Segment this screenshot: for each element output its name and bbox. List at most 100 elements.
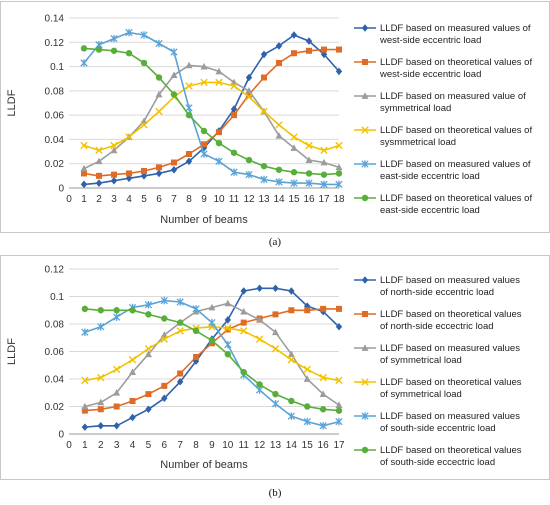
series-line: [84, 326, 340, 382]
data-point: [288, 307, 295, 314]
data-point: [80, 164, 88, 172]
data-point: [256, 284, 263, 293]
data-point: [335, 407, 343, 414]
data-point: [97, 406, 104, 413]
data-point: [256, 316, 264, 323]
legend-marker: [362, 59, 368, 65]
data-point: [303, 365, 311, 374]
x-tick-label: 13: [270, 440, 282, 451]
data-point: [176, 327, 184, 335]
data-point: [305, 170, 313, 177]
legend-marker: [361, 412, 369, 420]
chart-panel-a: 0 0.02 0.04 0.06 0.08 0.1 0.12 0.14 0 1 2 3 4 5 6 7 8 9 10…: [0, 1, 550, 233]
data-point: [290, 31, 298, 39]
x-tick-label: 10: [213, 194, 225, 205]
data-point: [113, 421, 120, 430]
data-point: [319, 406, 327, 413]
data-point: [111, 171, 117, 178]
data-point: [140, 172, 148, 180]
data-point: [125, 133, 133, 141]
data-point: [275, 132, 283, 139]
data-point: [230, 105, 238, 113]
data-point: [200, 78, 208, 87]
data-point: [275, 166, 283, 173]
data-point: [230, 82, 238, 90]
x-tick-label: 2: [96, 194, 102, 205]
data-point: [97, 398, 105, 406]
y-tick-label: 0.04: [45, 135, 65, 146]
data-point: [126, 170, 132, 177]
data-point: [155, 169, 163, 178]
legend-label: of symmetrical load: [380, 355, 462, 366]
legend-marker: [362, 311, 368, 317]
data-point: [305, 179, 313, 187]
x-tick-label: 12: [254, 440, 266, 451]
data-point: [141, 168, 147, 174]
data-point: [113, 403, 120, 410]
data-point: [240, 307, 248, 315]
data-point: [193, 354, 200, 360]
x-tick-label: 14: [286, 440, 298, 451]
data-point: [170, 71, 178, 78]
series-4: [81, 323, 343, 385]
x-tick-label: 15: [302, 440, 314, 451]
legend-label: LLDF based on theoretical values: [380, 377, 522, 388]
data-point: [320, 180, 328, 189]
data-point: [275, 42, 283, 50]
data-point: [192, 327, 200, 335]
legend-marker: [361, 160, 369, 168]
series-1: [80, 31, 343, 189]
legend-label: LLDF based on theoretical values of: [380, 125, 532, 136]
data-point: [224, 340, 232, 349]
data-point: [224, 351, 232, 358]
data-point: [208, 303, 216, 311]
data-point: [129, 398, 136, 404]
legend-label: symmetrical load: [380, 103, 451, 114]
data-point: [290, 169, 298, 176]
data-point: [155, 39, 163, 48]
legend-label: LLDF based on measured values: [380, 411, 520, 422]
series-line: [83, 34, 340, 186]
data-point: [230, 168, 238, 176]
data-point: [215, 78, 223, 87]
x-tick-label: 3: [114, 440, 120, 451]
legend-label: east-side eccentric load: [380, 171, 480, 182]
x-tick-label: 3: [111, 194, 117, 205]
x-tick-label: 5: [146, 440, 152, 451]
legend-label: of north-side eccectric load: [380, 321, 494, 332]
data-point: [156, 164, 162, 171]
x-axis-title: Number of beams: [160, 214, 248, 226]
legend-label: west-side eccentric load: [379, 35, 481, 46]
data-point: [95, 179, 103, 187]
y-tick-label: 0.12: [45, 265, 65, 276]
data-point: [320, 158, 328, 166]
data-point: [201, 141, 207, 148]
x-tick-label: 5: [141, 194, 147, 205]
data-point: [145, 391, 152, 398]
series-line: [83, 31, 339, 186]
x-tick-label: 11: [229, 194, 240, 205]
data-point: [216, 129, 222, 136]
data-point: [97, 421, 104, 430]
data-point: [145, 311, 152, 318]
data-point: [272, 311, 279, 318]
legend-label: of north-side eccentric load: [380, 287, 494, 298]
data-point: [176, 298, 184, 306]
y-axis-title: LLDF: [6, 338, 18, 365]
data-point: [240, 368, 247, 376]
data-point: [110, 176, 118, 185]
data-point: [81, 170, 87, 177]
y-axis-title: LLDF: [6, 89, 18, 116]
x-tick-label: 0: [66, 194, 72, 205]
data-point: [192, 305, 200, 313]
data-point: [113, 389, 121, 396]
data-point: [161, 394, 168, 403]
series-4: [80, 78, 343, 155]
data-point: [335, 67, 343, 76]
data-point: [336, 46, 342, 53]
data-point: [230, 149, 238, 156]
x-tick-label: 15: [288, 194, 300, 205]
y-tick-label: 0.06: [45, 347, 65, 358]
